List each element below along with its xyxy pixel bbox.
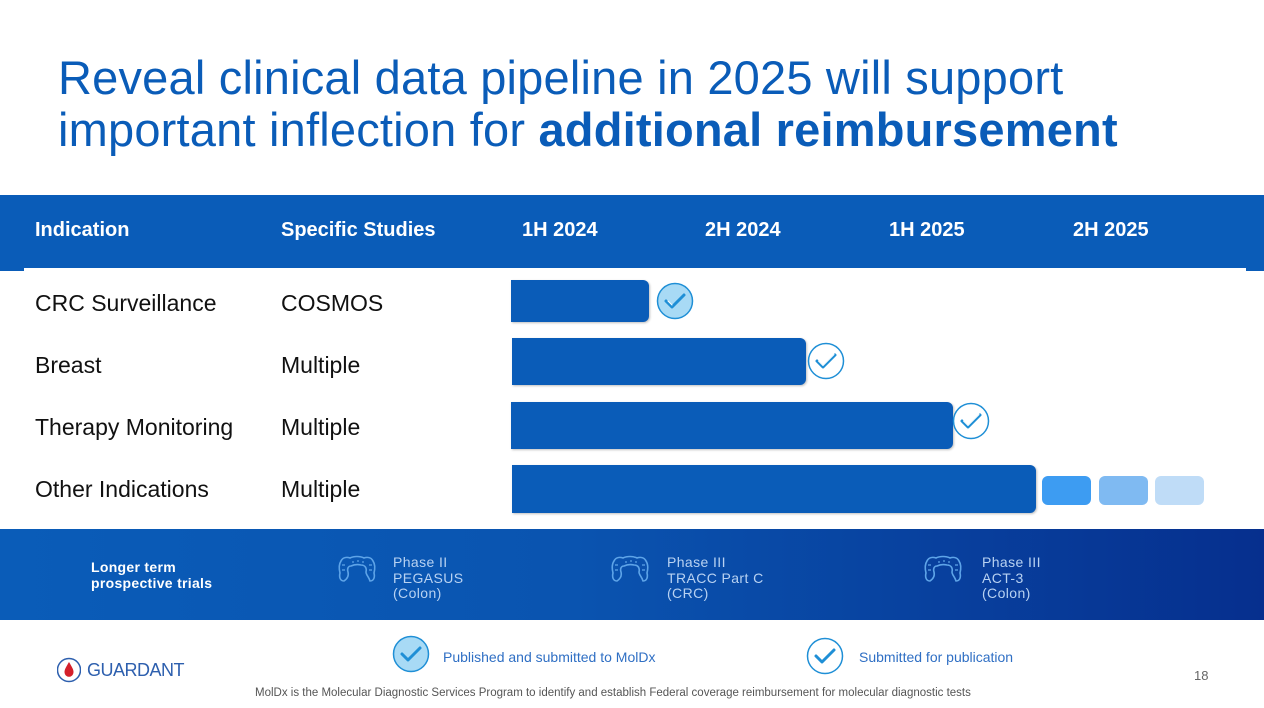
trial-phase: Phase III [667,554,726,570]
row-indication-breast: Breast [35,352,102,378]
guardant-logo: GUARDANT [57,657,185,683]
gantt-bar-crc [511,280,649,322]
trial-tracc: Phase III TRACC Part C (CRC) [667,554,764,602]
footnote: MolDx is the Molecular Diagnostic Servic… [255,687,971,699]
colon-icon [338,555,376,582]
page-number: 18 [1194,668,1209,683]
legend-published-label: Published and submitted to MolDx [443,649,656,665]
row-indication-crc: CRC Surveillance [35,290,217,316]
trial-phase: Phase II [393,554,448,570]
title-line-2: important inflection for additional reim… [58,104,1238,156]
trial-act3: Phase III ACT-3 (Colon) [982,554,1041,602]
colon-icon [924,555,962,582]
trial-indication: (Colon) [982,585,1031,601]
longer-term-label-line-2: prospective trials [91,575,213,591]
gantt-bar-therapy [511,402,953,449]
gantt-continuation-1 [1042,476,1091,505]
page-title: Reveal clinical data pipeline in 2025 wi… [58,52,1238,156]
longer-term-label: Longer term prospective trials [91,559,212,591]
trial-name: PEGASUS [393,569,464,586]
header-divider [24,268,1246,271]
row-indication-other: Other Indications [35,476,209,502]
gantt-continuation-2 [1099,476,1148,505]
check-filled-icon [656,282,694,320]
longer-term-band: Longer term prospective trials Phase II … [0,529,1264,620]
gantt-bar-breast [512,338,806,385]
check-outline-icon [952,402,990,440]
header-indication: Indication [35,219,130,241]
trial-indication: (Colon) [393,585,442,601]
title-line-2-emphasis: additional reimbursement [538,103,1118,156]
logo-text: GUARDANT [87,659,185,680]
row-study-therapy: Multiple [281,414,361,440]
trial-phase: Phase III [982,554,1041,570]
title-line-1: Reveal clinical data pipeline in 2025 wi… [58,51,1064,104]
colon-icon [611,555,649,582]
longer-term-label-line-1: Longer term [91,559,176,575]
title-line-2-plain: important inflection for [58,103,539,156]
header-period-2h-2024: 2H 2024 [705,219,781,241]
guardant-drop-logo-icon [57,657,81,683]
header-period-1h-2025: 1H 2025 [889,219,965,241]
table-header: Indication Specific Studies 1H 2024 2H 2… [0,195,1264,271]
check-outline-icon [807,342,845,380]
header-period-1h-2024: 1H 2024 [522,219,598,241]
check-outline-icon [806,637,844,675]
trial-indication: (CRC) [667,585,709,601]
gantt-continuation-3 [1155,476,1204,505]
header-period-2h-2025: 2H 2025 [1073,219,1149,241]
check-filled-icon [392,635,430,673]
trial-name: ACT-3 [982,569,1024,586]
row-study-other: Multiple [281,476,361,502]
row-study-breast: Multiple [281,352,361,378]
gantt-bar-other [512,465,1036,513]
row-study-crc: COSMOS [281,290,384,316]
trial-name: TRACC Part C [667,569,764,586]
row-indication-therapy: Therapy Monitoring [35,414,234,440]
trial-pegasus: Phase II PEGASUS (Colon) [393,554,464,602]
header-specific-studies: Specific Studies [281,219,436,241]
legend-submitted-label: Submitted for publication [859,649,1014,665]
